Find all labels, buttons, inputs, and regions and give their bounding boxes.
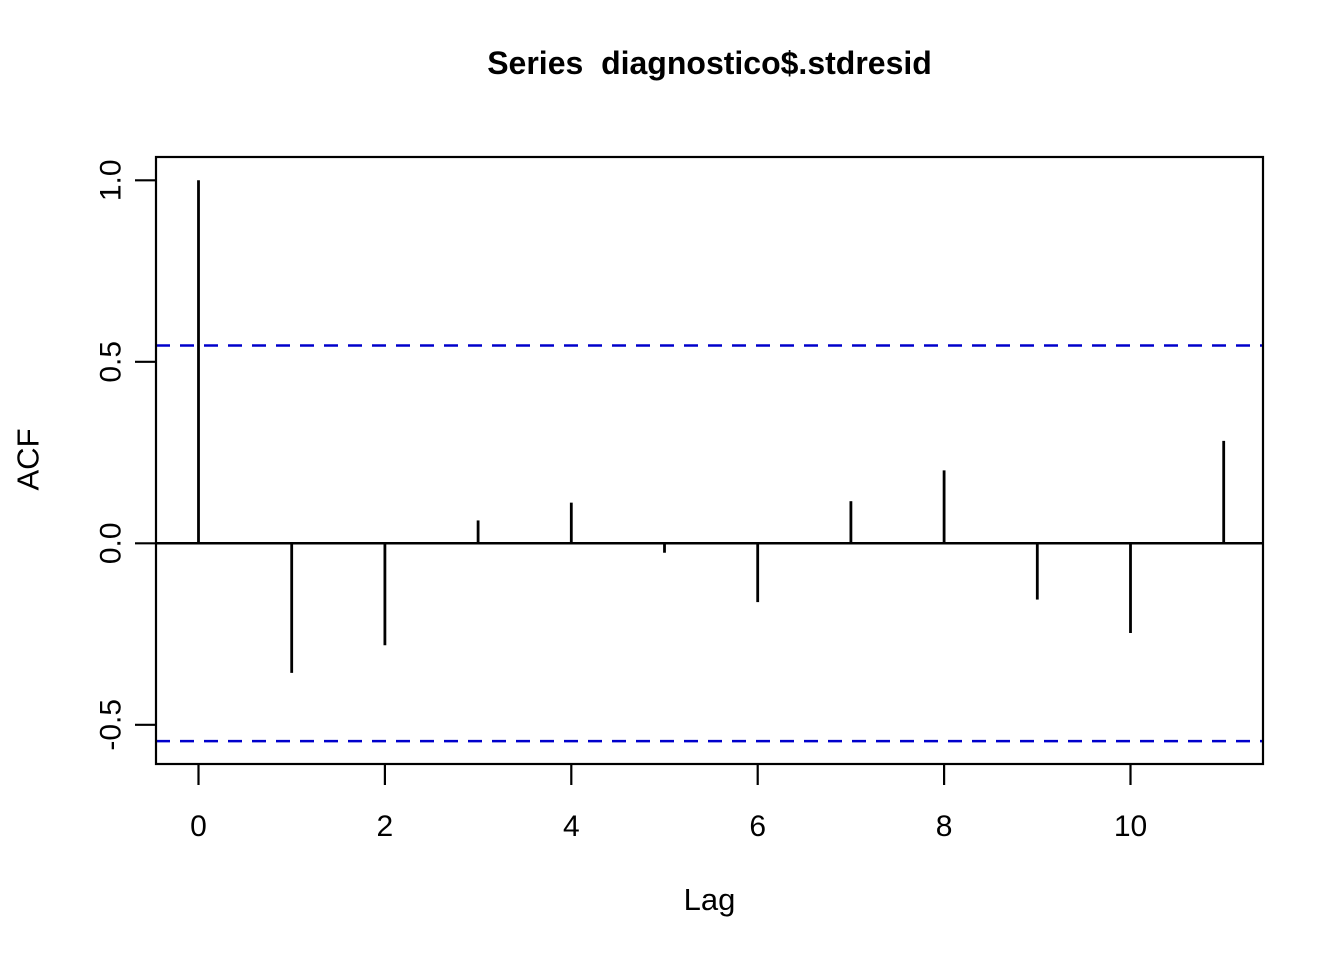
y-tick-label--0.5: -0.5 — [95, 699, 128, 751]
x-tick-label-0: 0 — [190, 810, 207, 843]
plot-box — [154, 155, 1265, 766]
x-tick-label-6: 6 — [749, 810, 766, 843]
x-tick-label-4: 4 — [563, 810, 580, 843]
y-tick-label-1.0: 1.0 — [95, 159, 128, 201]
y-tick-label-0.5: 0.5 — [95, 341, 128, 383]
x-tick-label-8: 8 — [936, 810, 953, 843]
x-tick-label-10: 10 — [1114, 810, 1147, 843]
x-axis-label: Lag — [683, 882, 736, 917]
x-tick-label-2: 2 — [377, 810, 394, 843]
y-tick-label-0.0: 0.0 — [95, 522, 128, 564]
chart-title: Series diagnostico$.stdresid — [487, 45, 932, 81]
